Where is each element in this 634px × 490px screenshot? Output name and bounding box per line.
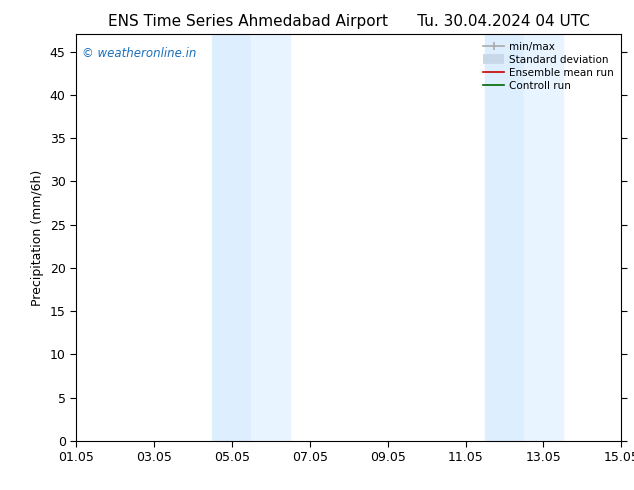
Bar <box>485 34 524 441</box>
Bar <box>251 34 290 441</box>
Legend: min/max, Standard deviation, Ensemble mean run, Controll run: min/max, Standard deviation, Ensemble me… <box>479 37 618 95</box>
Text: © weatheronline.in: © weatheronline.in <box>82 47 196 59</box>
Bar <box>212 34 251 441</box>
Title: ENS Time Series Ahmedabad Airport      Tu. 30.04.2024 04 UTC: ENS Time Series Ahmedabad Airport Tu. 30… <box>108 14 590 29</box>
Y-axis label: Precipitation (mm/6h): Precipitation (mm/6h) <box>31 170 44 306</box>
Bar <box>524 34 563 441</box>
